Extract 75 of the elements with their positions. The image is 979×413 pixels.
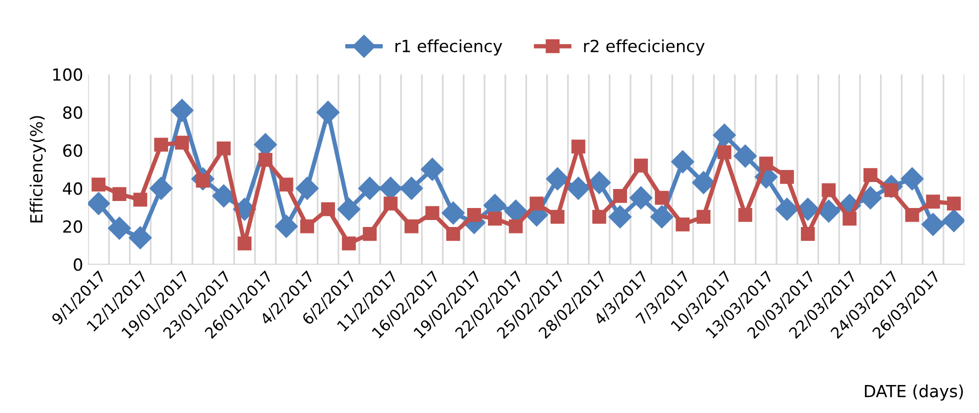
y-tick-label: 20 xyxy=(63,220,82,233)
y-tick-label: 0 xyxy=(74,258,82,271)
point xyxy=(150,176,173,200)
y-axis-title: Efficiency(%) xyxy=(30,116,46,222)
x-axis-title: DATE (days) xyxy=(864,384,963,401)
point xyxy=(566,176,590,200)
point xyxy=(696,210,710,224)
point xyxy=(404,219,418,234)
point xyxy=(175,136,189,150)
point xyxy=(571,140,586,154)
point xyxy=(905,208,920,222)
point xyxy=(258,152,272,167)
point xyxy=(734,144,757,168)
point xyxy=(592,210,606,224)
point xyxy=(946,196,961,210)
point xyxy=(296,176,319,200)
legend-label: r2 effeciciency xyxy=(584,39,705,56)
point xyxy=(488,212,502,226)
point xyxy=(926,194,940,209)
point xyxy=(613,188,628,203)
point xyxy=(425,206,440,220)
point xyxy=(634,158,648,172)
point xyxy=(216,141,231,156)
point xyxy=(154,138,168,152)
legend-label: r1 effeciency xyxy=(396,39,502,56)
point xyxy=(279,178,294,192)
point xyxy=(550,210,564,224)
point xyxy=(467,208,481,222)
point xyxy=(676,217,690,232)
point xyxy=(321,202,335,216)
y-tick-label: 40 xyxy=(62,182,82,195)
point xyxy=(316,100,340,124)
point xyxy=(530,196,544,210)
y-tick-label: 60 xyxy=(63,144,82,157)
point xyxy=(900,167,924,190)
point xyxy=(942,209,964,232)
point xyxy=(508,219,523,234)
point xyxy=(442,202,465,225)
point xyxy=(112,187,126,201)
point xyxy=(608,205,632,228)
y-tick-label: 100 xyxy=(53,68,82,81)
point xyxy=(88,192,110,216)
point xyxy=(362,226,377,241)
point xyxy=(800,226,815,241)
point xyxy=(400,176,423,200)
point xyxy=(108,216,131,240)
point xyxy=(420,158,444,181)
point xyxy=(780,170,794,184)
point xyxy=(128,226,152,250)
point xyxy=(863,168,878,182)
point xyxy=(446,226,460,241)
point xyxy=(238,236,252,250)
y-tick-label: 80 xyxy=(63,106,82,119)
point xyxy=(738,208,752,222)
point xyxy=(842,212,857,226)
point xyxy=(342,236,356,250)
point xyxy=(337,198,360,221)
point xyxy=(822,183,836,198)
point xyxy=(654,190,669,205)
point xyxy=(300,219,314,234)
point xyxy=(671,150,694,174)
point xyxy=(274,214,298,238)
point xyxy=(133,192,148,207)
point xyxy=(922,212,945,236)
point xyxy=(384,196,398,210)
point xyxy=(775,198,798,221)
point xyxy=(170,98,194,122)
point xyxy=(759,156,774,171)
point xyxy=(629,186,652,210)
point xyxy=(712,124,736,147)
point xyxy=(650,205,674,228)
point xyxy=(92,178,106,192)
point xyxy=(358,176,382,200)
point xyxy=(717,145,732,160)
point xyxy=(546,167,570,190)
